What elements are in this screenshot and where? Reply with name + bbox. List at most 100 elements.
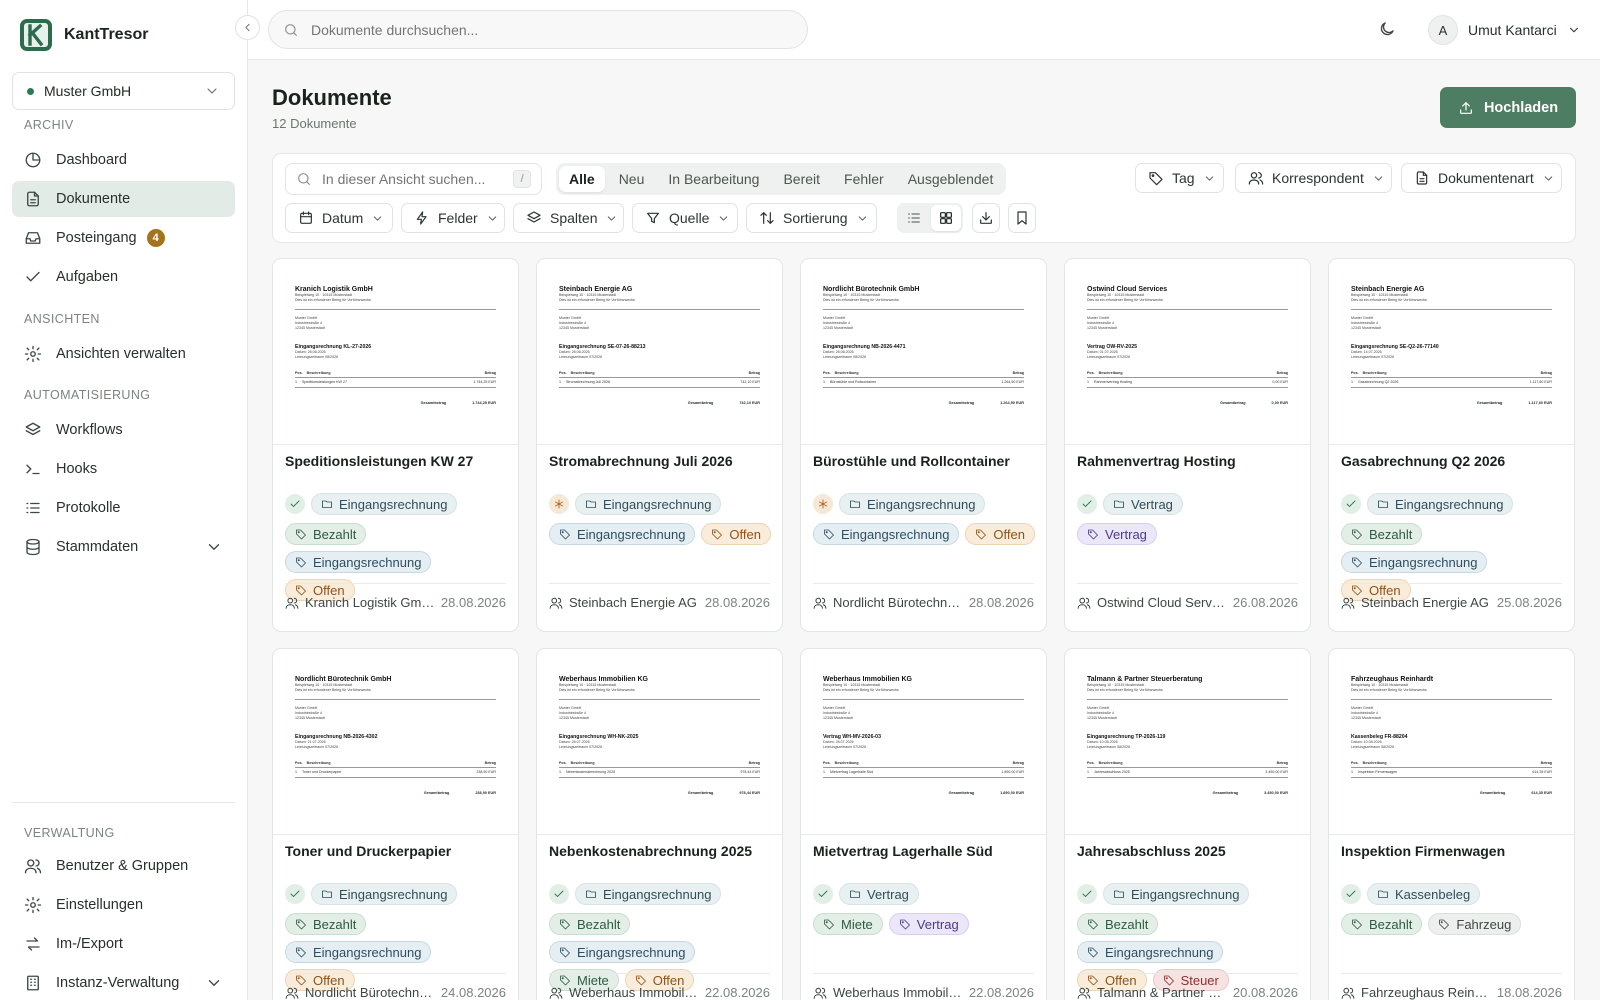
document-card[interactable]: Weberhaus Immobilien KG Beispielweg 10 · …	[536, 648, 783, 1000]
document-card[interactable]: Ostwind Cloud Services Beispielweg 10 · 1…	[1064, 258, 1311, 632]
sidebar-item-workflows[interactable]: Workflows	[12, 412, 235, 448]
tag-chip[interactable]: Bezahlt	[1341, 523, 1423, 545]
document-preview[interactable]: Fahrzeughaus Reinhardt Beispielweg 10 · 1…	[1329, 649, 1574, 835]
tag-chip[interactable]: Vertrag	[888, 913, 969, 935]
sidebar-item-einstellungen[interactable]: Einstellungen	[12, 887, 235, 923]
document-title[interactable]: Mietvertrag Lagerhalle Süd	[813, 843, 993, 859]
document-title[interactable]: Speditionsleistungen KW 27	[285, 453, 474, 469]
correspondent-filter-button[interactable]: Korrespondent	[1235, 163, 1392, 193]
document-preview[interactable]: Talmann & Partner Steuerberatung Beispiel…	[1065, 649, 1310, 835]
document-title[interactable]: Rahmenvertrag Hosting	[1077, 453, 1236, 469]
tag-chip[interactable]: Miete	[813, 913, 883, 935]
document-card[interactable]: Weberhaus Immobilien KG Beispielweg 10 · …	[800, 648, 1047, 1000]
tag-chip[interactable]: Steuer	[1152, 969, 1229, 991]
tag-chip[interactable]: Bezahlt	[285, 913, 367, 935]
document-card[interactable]: Nordlicht Bürotechnik GmbH Beispielweg 10…	[800, 258, 1047, 632]
correspondent-name[interactable]: Ostwind Cloud Services	[1097, 595, 1227, 610]
sidebar-item-posteingang[interactable]: Posteingang 4	[12, 220, 235, 256]
sidebar-item-dashboard[interactable]: Dashboard	[12, 142, 235, 178]
document-type-chip[interactable]: Kassenbeleg	[1367, 883, 1481, 905]
org-switcher[interactable]: Muster GmbH	[12, 72, 235, 110]
sidebar-item-hooks[interactable]: Hooks	[12, 451, 235, 487]
document-card[interactable]: Fahrzeughaus Reinhardt Beispielweg 10 · 1…	[1328, 648, 1575, 1000]
document-type-chip[interactable]: Eingangsrechnung	[575, 883, 722, 905]
sort-button[interactable]: Sortierung	[746, 203, 877, 233]
document-title[interactable]: Bürostühle und Rollcontainer	[813, 453, 1010, 469]
tag-chip[interactable]: Eingangsrechnung	[549, 941, 696, 963]
tag-chip[interactable]: Vertrag	[1077, 523, 1157, 545]
document-preview[interactable]: Steinbach Energie AG Beispielweg 10 · 103…	[537, 259, 782, 445]
sidebar-item-instanz[interactable]: Instanz-Verwaltung	[12, 965, 235, 1000]
tag-chip[interactable]: Offen	[285, 969, 355, 991]
document-type-chip[interactable]: Vertrag	[1103, 493, 1183, 515]
global-search[interactable]	[268, 10, 808, 49]
tag-chip[interactable]: Eingangsrechnung	[1077, 941, 1224, 963]
columns-button[interactable]: Spalten	[513, 203, 624, 233]
document-type-chip[interactable]: Eingangsrechnung	[311, 883, 458, 905]
document-card[interactable]: Kranich Logistik GmbH Beispielweg 10 · 10…	[272, 258, 519, 632]
tag-chip[interactable]: Bezahlt	[549, 913, 631, 935]
collapse-sidebar-button[interactable]	[235, 15, 260, 40]
correspondent-name[interactable]: Nordlicht Bürotechnik GmbH	[305, 985, 435, 1000]
tag-chip[interactable]: Eingangsrechnung	[549, 523, 696, 545]
tab-neu[interactable]: Neu	[618, 171, 645, 187]
document-title[interactable]: Jahresabschluss 2025	[1077, 843, 1226, 859]
document-type-chip[interactable]: Vertrag	[839, 883, 919, 905]
tag-chip[interactable]: Miete	[549, 969, 619, 991]
view-search[interactable]: /	[285, 163, 542, 195]
tag-chip[interactable]: Bezahlt	[1341, 913, 1423, 935]
document-type-filter-button[interactable]: Dokumentenart	[1401, 163, 1562, 193]
tag-chip[interactable]: Offen	[1077, 969, 1147, 991]
document-card[interactable]: Steinbach Energie AG Beispielweg 10 · 103…	[536, 258, 783, 632]
correspondent-name[interactable]: Talmann & Partner Steuerberatung	[1097, 985, 1227, 1000]
sidebar-item-ansichten-verwalten[interactable]: Ansichten verwalten	[12, 336, 235, 372]
document-type-chip[interactable]: Eingangsrechnung	[1103, 883, 1250, 905]
tab-in-bearbeitung[interactable]: In Bearbeitung	[668, 171, 760, 187]
source-filter-button[interactable]: Quelle	[632, 203, 738, 233]
document-preview[interactable]: Nordlicht Bürotechnik GmbH Beispielweg 10…	[273, 649, 518, 835]
moon-icon[interactable]	[1378, 20, 1396, 38]
document-title[interactable]: Inspektion Firmenwagen	[1341, 843, 1506, 859]
tag-chip[interactable]: Bezahlt	[1077, 913, 1159, 935]
tab-bereit[interactable]: Bereit	[783, 171, 821, 187]
tag-chip[interactable]: Bezahlt	[285, 523, 367, 545]
brand[interactable]: KantTresor	[20, 19, 148, 51]
document-preview[interactable]: Kranich Logistik GmbH Beispielweg 10 · 10…	[273, 259, 518, 445]
tab-fehler[interactable]: Fehler	[844, 171, 884, 187]
download-button[interactable]	[972, 203, 1000, 233]
document-preview[interactable]: Ostwind Cloud Services Beispielweg 10 · 1…	[1065, 259, 1310, 445]
tag-chip[interactable]: Eingangsrechnung	[813, 523, 960, 545]
document-title[interactable]: Gasabrechnung Q2 2026	[1341, 453, 1506, 469]
sidebar-item-import-export[interactable]: Im-/Export	[12, 926, 235, 962]
sidebar-item-dokumente[interactable]: Dokumente	[12, 181, 235, 217]
document-type-chip[interactable]: Eingangsrechnung	[1367, 493, 1514, 515]
document-preview[interactable]: Weberhaus Immobilien KG Beispielweg 10 · …	[801, 649, 1046, 835]
global-search-input[interactable]	[311, 21, 771, 38]
tag-chip[interactable]: Fahrzeug	[1428, 913, 1522, 935]
document-card[interactable]: Steinbach Energie AG Beispielweg 10 · 103…	[1328, 258, 1575, 632]
tag-filter-button[interactable]: Tag	[1135, 163, 1224, 193]
document-preview[interactable]: Steinbach Energie AG Beispielweg 10 · 103…	[1329, 259, 1574, 445]
tag-chip[interactable]: Offen	[624, 969, 695, 991]
list-view-button[interactable]	[899, 205, 929, 231]
document-type-chip[interactable]: Eingangsrechnung	[311, 493, 458, 515]
tag-chip[interactable]: Eingangsrechnung	[285, 551, 432, 573]
tag-chip[interactable]: Eingangsrechnung	[1341, 551, 1488, 573]
document-preview[interactable]: Nordlicht Bürotechnik GmbH Beispielweg 10…	[801, 259, 1046, 445]
sidebar-item-stammdaten[interactable]: Stammdaten	[12, 529, 235, 565]
document-card[interactable]: Talmann & Partner Steuerberatung Beispiel…	[1064, 648, 1311, 1000]
document-title[interactable]: Stromabrechnung Juli 2026	[549, 453, 733, 469]
tab-alle[interactable]: Alle	[559, 166, 605, 192]
tag-chip[interactable]: Offen	[701, 523, 771, 545]
correspondent-name[interactable]: Steinbach Energie AG	[569, 595, 697, 610]
tag-chip[interactable]: Offen	[285, 579, 355, 601]
sidebar-item-aufgaben[interactable]: Aufgaben	[12, 259, 235, 295]
date-filter-button[interactable]: Datum	[285, 203, 393, 233]
sidebar-item-benutzer[interactable]: Benutzer & Gruppen	[12, 848, 235, 884]
correspondent-name[interactable]: Fahrzeughaus Reinhardt	[1361, 985, 1491, 1000]
tab-ausgeblendet[interactable]: Ausgeblendet	[907, 171, 994, 187]
correspondent-name[interactable]: Nordlicht Bürotechnik GmbH	[833, 595, 963, 610]
view-search-input[interactable]	[322, 171, 504, 187]
fields-filter-button[interactable]: Felder	[401, 203, 505, 233]
tag-chip[interactable]: Eingangsrechnung	[285, 941, 432, 963]
